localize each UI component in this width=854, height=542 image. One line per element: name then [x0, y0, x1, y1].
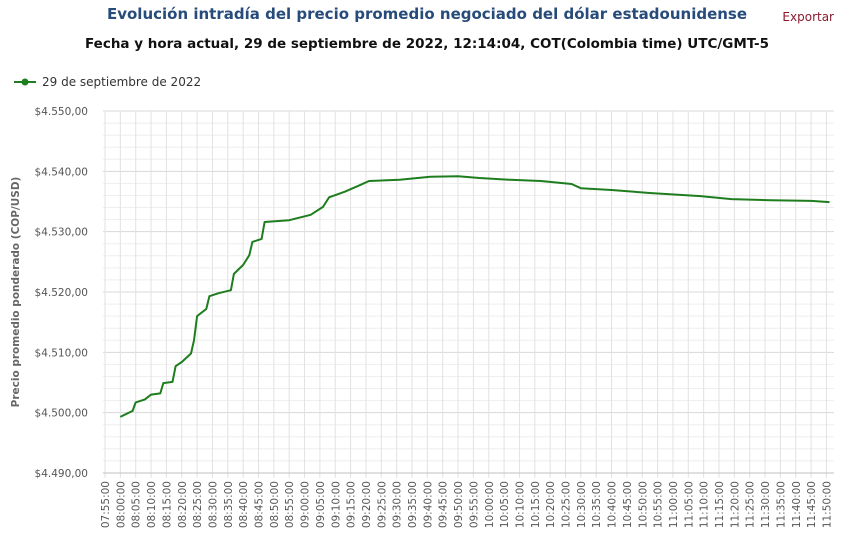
- x-tick-label: 08:15:00: [161, 481, 173, 528]
- x-tick-label: 10:10:00: [514, 481, 526, 528]
- x-tick-label: 09:50:00: [453, 481, 465, 528]
- x-tick-label: 09:00:00: [300, 481, 312, 528]
- x-tick-label: 08:05:00: [131, 481, 143, 528]
- y-tick-label: $4.490,00: [35, 468, 88, 480]
- x-tick-label: 09:45:00: [438, 481, 450, 528]
- x-tick-label: 09:55:00: [468, 481, 480, 528]
- legend-item[interactable]: 29 de septiembre de 2022: [14, 75, 201, 89]
- export-button[interactable]: Exportar: [782, 10, 834, 24]
- x-tick-label: 08:25:00: [192, 481, 204, 528]
- y-tick-label: $4.500,00: [35, 408, 88, 420]
- x-tick-label: 11:20:00: [729, 481, 741, 528]
- x-tick-label: 08:20:00: [177, 481, 189, 528]
- x-tick-label: 08:40:00: [238, 481, 250, 528]
- x-tick-label: 10:50:00: [637, 481, 649, 528]
- x-tick-label: 08:30:00: [207, 481, 219, 528]
- x-tick-label: 09:20:00: [361, 481, 373, 528]
- x-tick-label: 09:30:00: [392, 481, 404, 528]
- x-tick-label: 11:30:00: [760, 481, 772, 528]
- y-tick-label: $4.510,00: [35, 347, 88, 359]
- y-tick-label: $4.530,00: [35, 227, 88, 239]
- series-line: [119, 175, 830, 418]
- y-tick-label: $4.550,00: [35, 106, 88, 118]
- chart-subtitle: Fecha y hora actual, 29 de septiembre de…: [84, 36, 770, 52]
- x-tick-label: 08:50:00: [269, 481, 281, 528]
- x-tick-label: 10:30:00: [576, 481, 588, 528]
- x-tick-label: 11:10:00: [699, 481, 711, 528]
- x-tick-label: 08:45:00: [254, 481, 266, 528]
- x-tick-label: 07:55:00: [100, 481, 112, 528]
- x-tick-label: 10:20:00: [545, 481, 557, 528]
- x-tick-label: 08:35:00: [223, 481, 235, 528]
- x-tick-label: 09:40:00: [422, 481, 434, 528]
- x-tick-label: 09:10:00: [330, 481, 342, 528]
- x-tick-label: 10:25:00: [561, 481, 573, 528]
- y-tick-label: $4.540,00: [35, 166, 88, 178]
- legend-marker-icon: [14, 78, 36, 86]
- x-tick-label: 10:45:00: [622, 481, 634, 528]
- x-tick-label: 08:55:00: [284, 481, 296, 528]
- x-tick-label: 11:40:00: [791, 481, 803, 528]
- x-tick-label: 10:40:00: [607, 481, 619, 528]
- chart-title: Evolución intradía del precio promedio n…: [106, 5, 748, 23]
- x-tick-label: 10:05:00: [499, 481, 511, 528]
- x-tick-label: 11:25:00: [745, 481, 757, 528]
- x-tick-label: 10:15:00: [530, 481, 542, 528]
- x-tick-label: 09:15:00: [346, 481, 358, 528]
- x-tick-label: 10:00:00: [484, 481, 496, 528]
- x-tick-label: 09:25:00: [376, 481, 388, 528]
- x-tick-label: 11:35:00: [775, 481, 787, 528]
- y-tick-label: $4.520,00: [35, 287, 88, 299]
- x-tick-label: 08:00:00: [115, 481, 127, 528]
- x-tick-label: 09:05:00: [315, 481, 327, 528]
- legend-label: 29 de septiembre de 2022: [42, 75, 202, 89]
- x-tick-label: 09:35:00: [407, 481, 419, 528]
- x-tick-label: 10:35:00: [591, 481, 603, 528]
- y-axis-title: Precio promedio ponderado (COP/USD): [10, 177, 22, 408]
- x-tick-label: 11:15:00: [714, 481, 726, 528]
- x-tick-label: 11:05:00: [683, 481, 695, 528]
- x-tick-label: 08:10:00: [146, 481, 158, 528]
- x-tick-label: 11:45:00: [806, 481, 818, 528]
- x-tick-label: 11:00:00: [668, 481, 680, 528]
- x-tick-label: 10:55:00: [653, 481, 665, 528]
- x-tick-label: 11:50:00: [821, 481, 833, 528]
